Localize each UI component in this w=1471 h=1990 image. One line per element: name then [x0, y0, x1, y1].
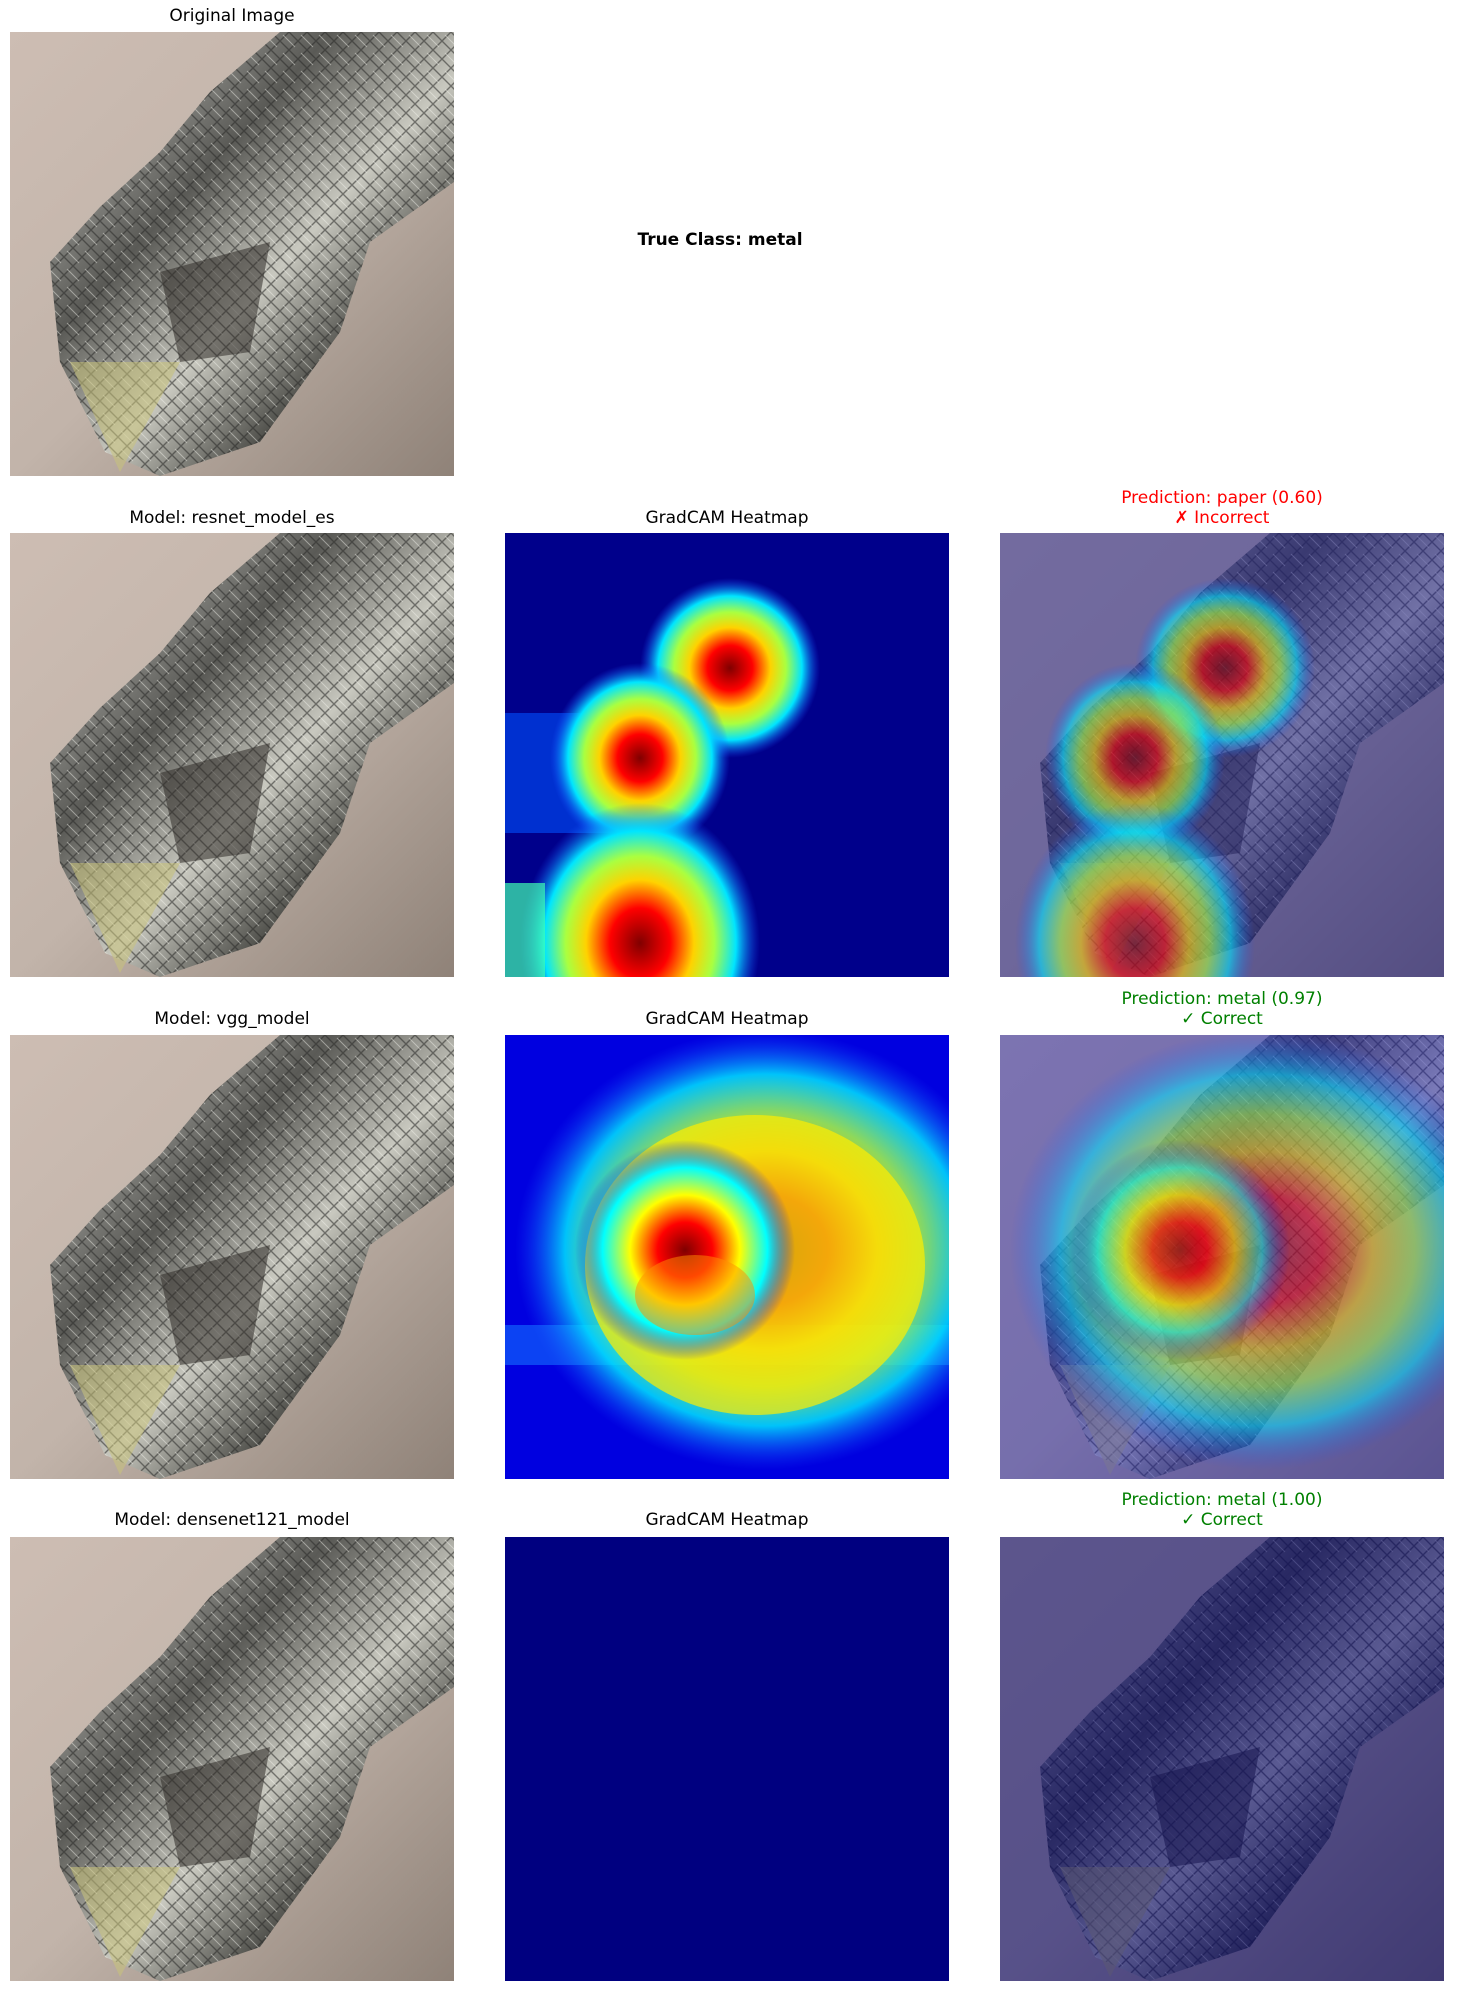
- overlay-image-vgg: [1000, 1035, 1444, 1479]
- model-title-resnet: Model: resnet_model_es: [129, 508, 335, 528]
- original-image-title: Original Image: [169, 6, 295, 26]
- original-image: [10, 32, 454, 476]
- prediction-line-resnet: Prediction: paper (0.60): [1121, 488, 1323, 508]
- true-class-label: True Class: metal: [637, 230, 803, 250]
- verdict-correct-densenet: ✓ Correct: [1181, 1510, 1263, 1530]
- verdict-correct-vgg: ✓ Correct: [1181, 1009, 1263, 1029]
- overlay-image-resnet: [1000, 533, 1444, 977]
- gradcam-heatmap-vgg: [505, 1035, 949, 1479]
- model-title-vgg: Model: vgg_model: [154, 1009, 310, 1029]
- input-image-vgg: [10, 1035, 454, 1479]
- gradcam-heatmap-densenet: [505, 1537, 949, 1981]
- gradcam-heatmap-resnet: [505, 533, 949, 977]
- heatmap-title-densenet: GradCAM Heatmap: [645, 1510, 809, 1530]
- input-image-resnet: [10, 533, 454, 977]
- heatmap-title-resnet: GradCAM Heatmap: [645, 508, 809, 528]
- prediction-line-densenet: Prediction: metal (1.00): [1121, 1490, 1323, 1510]
- prediction-line-vgg: Prediction: metal (0.97): [1121, 989, 1323, 1009]
- verdict-incorrect-resnet: ✗ Incorrect: [1174, 508, 1270, 528]
- input-image-densenet: [10, 1537, 454, 1981]
- overlay-image-densenet: [1000, 1537, 1444, 1981]
- model-title-densenet: Model: densenet121_model: [114, 1510, 350, 1530]
- heatmap-title-vgg: GradCAM Heatmap: [645, 1009, 809, 1029]
